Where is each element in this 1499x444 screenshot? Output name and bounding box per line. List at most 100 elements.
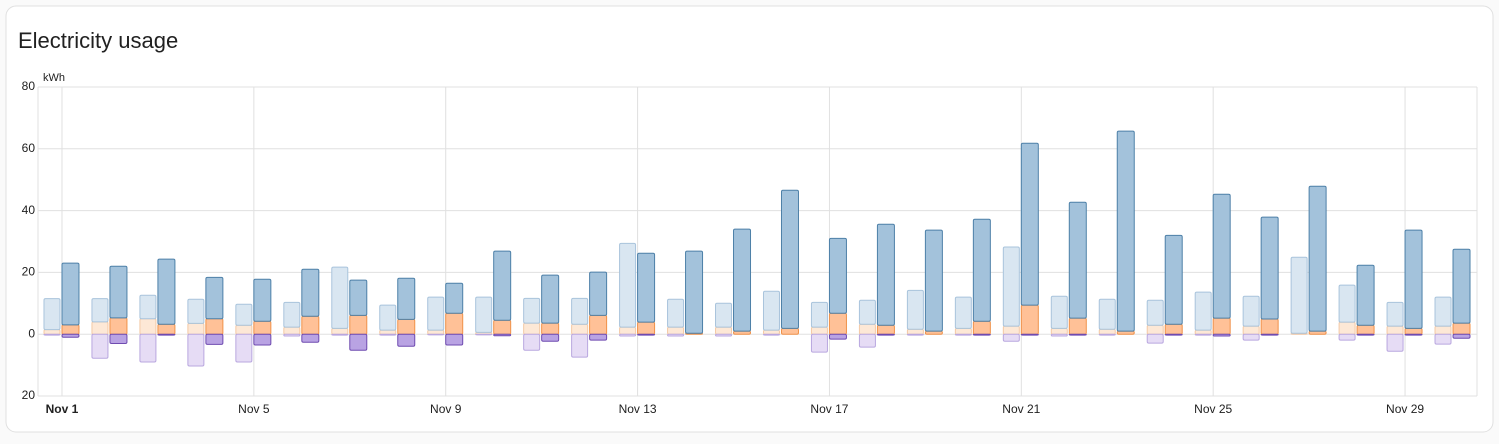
bar-segment — [619, 333, 637, 337]
bar-segment — [1068, 333, 1087, 336]
x-tick-label: Nov 25 — [1194, 402, 1232, 416]
bar-segment — [1050, 333, 1068, 337]
x-tick-label: Nov 21 — [1002, 402, 1040, 416]
bar-segment — [43, 329, 61, 335]
bar-segment — [1098, 328, 1116, 335]
y-tick-label: 60 — [22, 141, 36, 155]
bar-segment — [523, 322, 541, 335]
bar-segment — [1434, 325, 1452, 335]
bar-segment — [475, 296, 493, 333]
bar-segment — [445, 282, 464, 314]
bar-segment — [379, 333, 397, 336]
bar-segment — [589, 314, 608, 335]
bar-segment — [828, 237, 847, 314]
bar-segment — [1290, 256, 1308, 334]
bar-segment — [187, 322, 205, 335]
bar-segment — [1338, 333, 1356, 341]
bar-segment — [858, 333, 876, 348]
bar-segment — [109, 317, 128, 335]
bar-segment — [1452, 248, 1471, 324]
bar-segment — [667, 326, 685, 335]
bar-segment — [876, 324, 895, 335]
bar-segment — [397, 333, 416, 347]
bar-segment — [1020, 142, 1039, 306]
bar-segment — [283, 333, 301, 337]
bar-segment — [91, 298, 109, 323]
bar-segment — [876, 223, 895, 326]
bar-segment — [954, 296, 972, 329]
x-tick-label: Nov 1 — [46, 402, 79, 416]
bar-segment — [157, 333, 176, 336]
bar-segment — [1164, 333, 1183, 336]
bar-segment — [1098, 298, 1116, 330]
bar-segment — [1068, 201, 1087, 319]
bar-segment — [1356, 333, 1375, 336]
y-tick-label: 80 — [22, 79, 36, 93]
bar-segment — [876, 333, 895, 336]
bar-segment — [253, 333, 272, 346]
bar-segment — [685, 250, 704, 334]
bar-segment — [1386, 325, 1404, 335]
bar-segment — [762, 333, 780, 336]
bar-segment — [445, 312, 464, 335]
bar-segment — [541, 274, 560, 324]
bar-segment — [1452, 333, 1471, 339]
bar-segment — [780, 189, 799, 329]
bar-segment — [667, 298, 685, 328]
bar-segment — [1356, 264, 1375, 326]
bar-segment — [1116, 130, 1135, 332]
bar-segment — [828, 312, 847, 335]
x-tick-label: Nov 17 — [810, 402, 848, 416]
bar-segment — [637, 321, 656, 335]
bar-segment — [283, 301, 301, 328]
bar-segment — [858, 299, 876, 325]
bar-segment — [810, 301, 828, 328]
bar-segment — [301, 333, 320, 343]
bar-segment — [187, 333, 205, 367]
bar-segment — [331, 327, 349, 335]
bar-segment — [205, 276, 224, 320]
bar-segment — [1002, 333, 1020, 342]
y-tick-label: 40 — [22, 203, 36, 217]
bar-segment — [1260, 216, 1279, 320]
bar-segment — [1452, 322, 1471, 335]
bar-segment — [349, 279, 368, 316]
bar-segment — [906, 333, 924, 336]
bar-segment — [1002, 246, 1020, 327]
bar-segment — [637, 333, 656, 336]
bar-segment — [427, 329, 445, 335]
bar-segment — [762, 290, 780, 331]
bar-segment — [1404, 229, 1423, 329]
bar-segment — [972, 333, 991, 336]
bar-segment — [589, 333, 608, 341]
bar-segment — [954, 327, 972, 335]
bar-segment — [493, 319, 512, 335]
bar-segment — [541, 333, 560, 342]
bar-segment — [1404, 333, 1423, 336]
bar-segment — [61, 262, 80, 326]
bar-segment — [619, 242, 637, 328]
bar-segment — [109, 265, 128, 319]
bar-segment — [1260, 333, 1279, 336]
bar-segment — [43, 298, 61, 331]
bar-segment — [1242, 333, 1260, 341]
bar-segment — [493, 333, 512, 337]
bar-segment — [810, 326, 828, 335]
bar-segment — [667, 333, 685, 337]
bar-segment — [1020, 304, 1039, 335]
bar-segment — [331, 266, 349, 329]
bar-segment — [637, 252, 656, 323]
bar-segment — [589, 271, 608, 316]
bar-segment — [301, 268, 320, 317]
bar-segment — [1308, 185, 1327, 332]
bar-segment — [61, 333, 80, 338]
bar-segment — [397, 277, 416, 320]
bar-segment — [1050, 295, 1068, 329]
bar-segment — [715, 326, 733, 335]
bar-segment — [139, 318, 157, 335]
bar-segment — [1338, 321, 1356, 335]
x-tick-label: Nov 29 — [1386, 402, 1424, 416]
bar-segment — [1212, 317, 1231, 335]
bar-segment — [253, 320, 272, 335]
bar-segment — [780, 327, 799, 335]
